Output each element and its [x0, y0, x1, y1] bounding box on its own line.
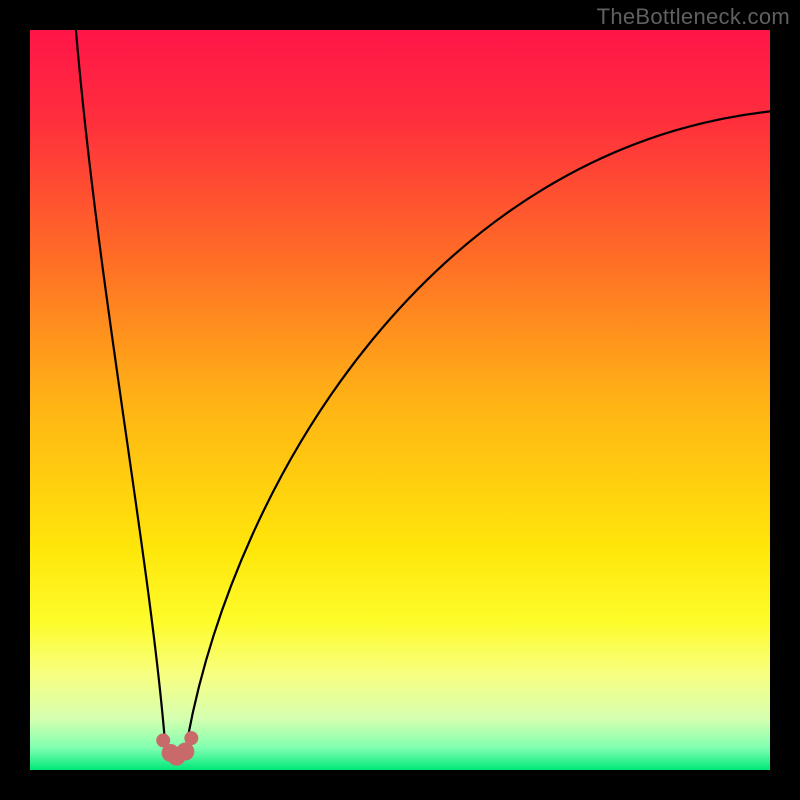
- trough-dot: [184, 731, 198, 745]
- trough-dot: [176, 743, 194, 761]
- watermark-text: TheBottleneck.com: [597, 4, 790, 30]
- plot-background: [30, 30, 770, 770]
- chart-canvas: [0, 0, 800, 800]
